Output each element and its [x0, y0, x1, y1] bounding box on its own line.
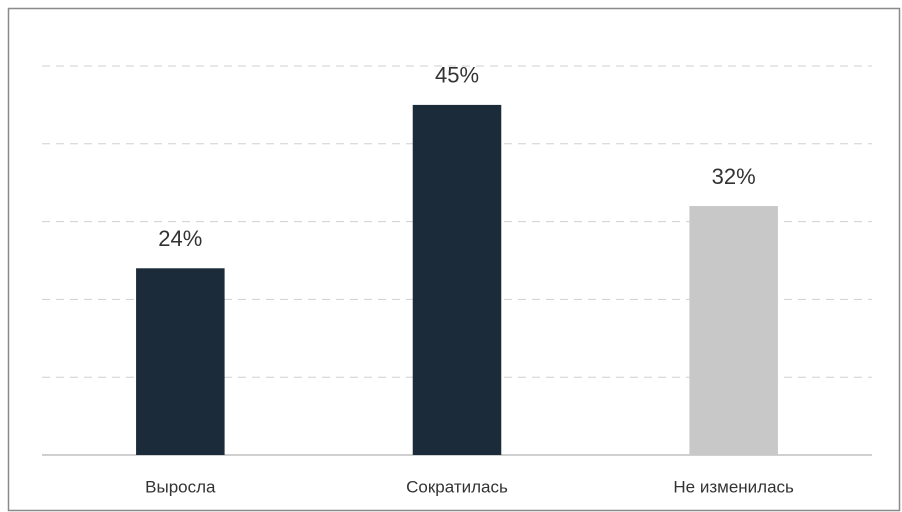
x-tick-label: Сократилась [406, 477, 508, 496]
x-tick-label: Выросла [145, 477, 216, 496]
value-label: 45% [435, 63, 479, 88]
bar [136, 268, 225, 455]
value-label: 32% [712, 164, 756, 189]
value-label: 24% [158, 226, 202, 251]
x-tick-label: Не изменилась [673, 477, 794, 496]
bar [689, 206, 778, 455]
bar [412, 104, 502, 456]
